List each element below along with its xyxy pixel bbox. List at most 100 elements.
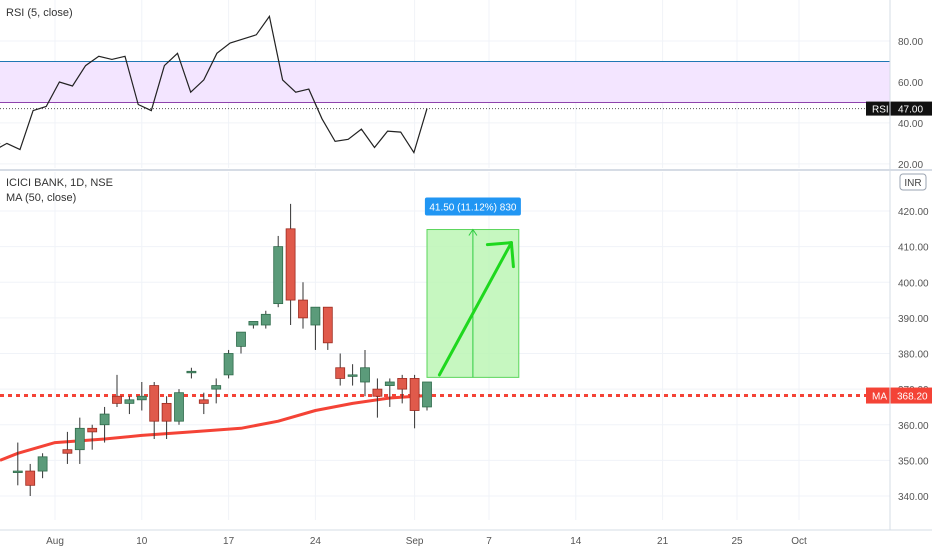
candle-up[interactable] xyxy=(74,417,85,464)
candle-down[interactable] xyxy=(397,374,408,404)
ma-value-badge: MA 368.20 xyxy=(866,387,932,404)
candle-down[interactable] xyxy=(87,424,98,450)
projection-label-text: 41.50 (11.12%) 830 xyxy=(429,203,517,214)
price-tick-label: 340.00 xyxy=(898,492,929,503)
candle-up[interactable] xyxy=(260,310,271,329)
candle-down[interactable] xyxy=(298,282,308,329)
price-tick-label: 420.00 xyxy=(898,207,929,218)
candle-up[interactable] xyxy=(37,453,48,479)
candle-body xyxy=(260,313,271,326)
candle-body xyxy=(360,367,370,383)
candle-body xyxy=(149,385,160,422)
candle-body xyxy=(397,378,408,390)
rsi-tick-label: 80.00 xyxy=(898,37,923,48)
time-tick-label: 21 xyxy=(657,536,669,547)
candle-down[interactable] xyxy=(372,378,383,418)
time-tick-label: 10 xyxy=(136,536,148,547)
rsi-panel[interactable]: 80.00 60.00 40.00 20.00 RSI 47.00 RSI (5, clos… xyxy=(0,0,932,171)
candle-up[interactable] xyxy=(186,367,197,379)
time-tick-label: 17 xyxy=(223,536,235,547)
candle-body xyxy=(174,392,184,422)
candle-down[interactable] xyxy=(112,374,122,407)
candle-up[interactable] xyxy=(248,321,259,329)
rsi-tick-label: 60.00 xyxy=(898,78,923,89)
ma-badge-value: 368.20 xyxy=(897,392,928,403)
price-tick-label: 380.00 xyxy=(898,350,929,361)
candle-up[interactable] xyxy=(422,381,432,411)
candle-body xyxy=(298,299,308,319)
candle-body xyxy=(335,367,346,379)
candle-up[interactable] xyxy=(124,396,135,415)
candle-body xyxy=(186,370,197,374)
candle-up[interactable] xyxy=(347,364,358,386)
currency-box xyxy=(899,173,927,191)
candle-up[interactable] xyxy=(310,306,321,350)
candle-up[interactable] xyxy=(211,378,222,404)
candle-up[interactable] xyxy=(384,378,395,407)
candle-body xyxy=(136,395,147,401)
rsi-value-badge: RSI 47.00 xyxy=(866,101,932,116)
rsi-tick-label: 40.00 xyxy=(898,119,923,130)
price-title: ICICI BANK, 1D, NSE xyxy=(6,177,113,189)
ma-badge-bg xyxy=(866,387,932,404)
candle-up[interactable] xyxy=(273,235,284,308)
candle-up[interactable] xyxy=(12,442,23,486)
candle-body xyxy=(372,388,383,397)
candle-body xyxy=(422,381,432,408)
candle-body xyxy=(409,378,420,411)
price-tick-label: 400.00 xyxy=(898,278,929,289)
price-tick-label: 390.00 xyxy=(898,314,929,325)
projection-label-bg xyxy=(424,197,521,216)
candle-down[interactable] xyxy=(149,382,160,439)
candle-body xyxy=(198,399,209,404)
rsi-title: RSI (5, close) xyxy=(6,7,73,19)
candle-up[interactable] xyxy=(360,349,370,397)
rsi-line xyxy=(0,14,428,155)
candle-body xyxy=(310,306,321,326)
candle-down[interactable] xyxy=(198,392,209,415)
trend-arrow-head xyxy=(485,241,515,269)
candle-up[interactable] xyxy=(223,349,234,379)
candle-body xyxy=(223,353,234,376)
candle-down[interactable] xyxy=(335,353,346,386)
currency-button[interactable]: INR xyxy=(899,173,927,191)
candle-body xyxy=(347,374,358,377)
ma-badge-name: MA xyxy=(872,392,887,403)
candle-body xyxy=(211,385,222,390)
candle-down[interactable] xyxy=(25,463,36,496)
time-tick-label: Sep xyxy=(406,536,424,547)
candle-up[interactable] xyxy=(236,331,246,354)
candle-down[interactable] xyxy=(322,306,333,350)
trend-arrow-shaft[interactable] xyxy=(437,241,513,377)
price-tick-label: 360.00 xyxy=(898,421,929,432)
projection-label[interactable]: 41.50 (11.12%) 830 xyxy=(424,197,521,216)
projection-arrowhead xyxy=(468,228,478,236)
rsi-badge-name: RSI xyxy=(872,105,889,116)
time-tick-label: 14 xyxy=(570,536,582,547)
candle-body xyxy=(124,399,135,404)
time-tick-label: 7 xyxy=(486,536,492,547)
candle-body xyxy=(74,427,85,451)
time-axis[interactable]: Aug 10 17 24 Sep 7 14 21 25 Oct xyxy=(46,536,807,547)
currency-label: INR xyxy=(904,178,921,189)
candle-down[interactable] xyxy=(161,396,172,439)
candle-body xyxy=(236,331,246,347)
ma-line xyxy=(0,394,428,462)
rsi-badge-value: 47.00 xyxy=(898,105,923,116)
price-tick-label: 350.00 xyxy=(898,456,929,467)
price-tick-label: 410.00 xyxy=(898,243,929,254)
candle-down[interactable] xyxy=(62,431,73,464)
candle-down[interactable] xyxy=(409,374,420,429)
candle-body xyxy=(285,228,296,301)
ma-title: MA (50, close) xyxy=(6,192,76,204)
candle-up[interactable] xyxy=(174,389,184,425)
price-panel[interactable]: 41.50 (11.12%) 830 420.00 410.00 400.00 390.… xyxy=(0,172,932,520)
candle-up[interactable] xyxy=(99,406,110,443)
candle-body xyxy=(37,456,48,472)
rsi-band xyxy=(0,61,890,103)
candle-body xyxy=(161,402,172,422)
candle-up[interactable] xyxy=(136,382,147,411)
candle-body xyxy=(99,413,110,426)
candle-down[interactable] xyxy=(285,203,296,325)
